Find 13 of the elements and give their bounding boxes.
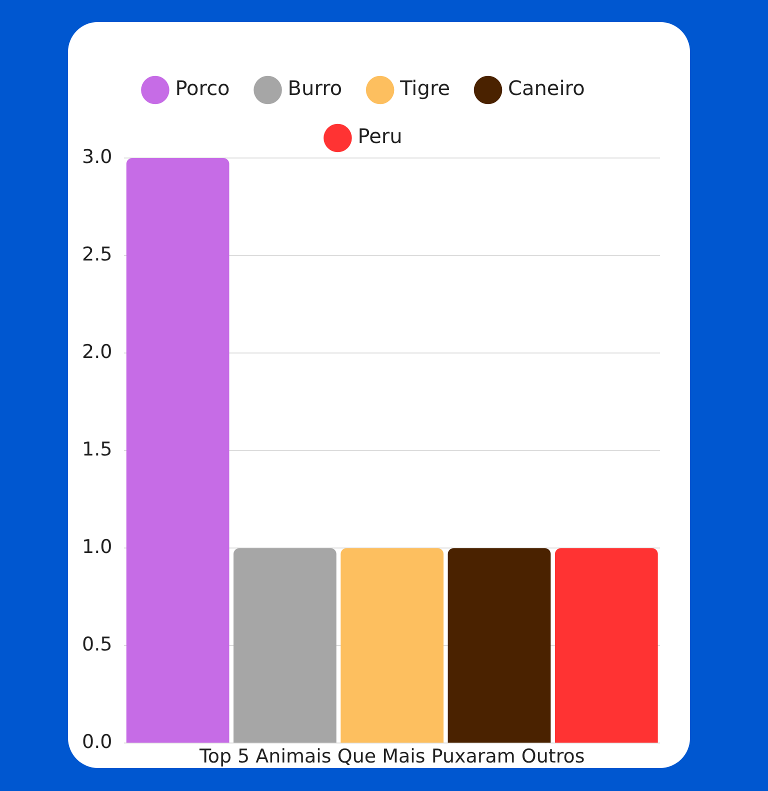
legend-label: Tigre [399,76,450,100]
y-tick-label: 1.0 [82,536,112,558]
legend-label: Burro [288,76,342,100]
y-tick-label: 0.5 [82,634,112,656]
y-tick-label: 2.0 [82,341,112,364]
legend-label: Porco [175,76,230,100]
y-tick-label: 1.5 [82,438,112,461]
legend-label: Peru [358,124,402,148]
y-tick-label: 3.0 [82,146,112,168]
y-tick-label: 0.0 [82,731,112,754]
y-tick-label: 2.5 [82,243,112,266]
legend-label: Caneiro [508,76,585,100]
x-tick-label: Top 5 Animais Que Mais Puxaram Outros [198,746,585,768]
